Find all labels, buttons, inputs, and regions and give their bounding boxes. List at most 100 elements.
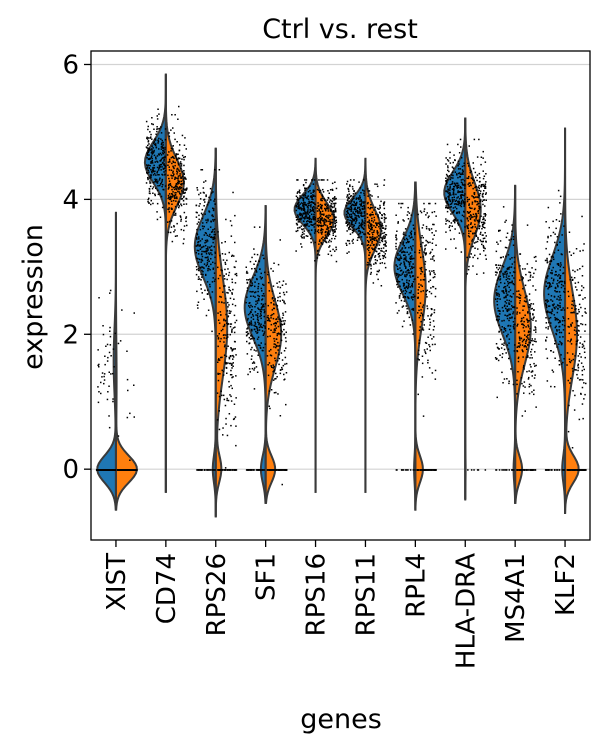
data-point [529, 276, 532, 278]
data-point [263, 295, 265, 297]
data-point [195, 216, 198, 218]
data-point [110, 469, 112, 471]
data-point [383, 237, 386, 239]
data-point [454, 228, 456, 230]
data-point [208, 235, 210, 237]
data-point [376, 230, 378, 232]
data-point [418, 309, 420, 312]
data-point [219, 373, 221, 375]
data-point [254, 291, 256, 294]
data-point [545, 285, 548, 287]
data-point [198, 245, 201, 247]
data-point [469, 207, 472, 209]
data-point [400, 274, 402, 276]
data-point [555, 270, 557, 273]
data-point [334, 220, 336, 222]
data-point [307, 213, 309, 215]
data-point [503, 328, 506, 330]
data-point [210, 192, 213, 194]
data-point [404, 275, 406, 278]
data-point [449, 187, 451, 189]
data-point [200, 169, 202, 171]
data-point [348, 197, 350, 199]
data-point [498, 295, 500, 297]
data-point [279, 318, 282, 321]
data-point [151, 160, 154, 162]
data-point [251, 309, 253, 311]
data-point [360, 192, 362, 194]
data-point [228, 357, 231, 360]
data-point [425, 269, 427, 271]
data-point [306, 223, 309, 225]
data-point [462, 232, 465, 235]
data-point [559, 336, 561, 338]
data-point [524, 334, 526, 336]
data-point [207, 267, 209, 270]
data-point [478, 193, 480, 196]
data-point [448, 195, 450, 198]
data-point [229, 469, 232, 471]
data-point [481, 225, 484, 227]
data-point [331, 182, 334, 185]
data-point [260, 326, 262, 328]
data-point [328, 239, 331, 241]
data-point [104, 355, 106, 357]
data-point [206, 289, 209, 291]
data-point [283, 293, 286, 296]
data-point [385, 234, 388, 236]
data-point [460, 200, 463, 203]
data-point [407, 282, 410, 285]
data-point [556, 304, 559, 306]
data-point [201, 255, 204, 258]
data-point [385, 241, 387, 244]
data-point [506, 247, 508, 249]
data-point [276, 308, 279, 311]
data-point [357, 210, 359, 213]
data-point [499, 354, 501, 356]
data-point [126, 378, 129, 381]
data-point [448, 226, 450, 229]
data-point [475, 189, 478, 191]
data-point [559, 202, 561, 204]
data-point [216, 419, 219, 421]
data-point [234, 214, 236, 217]
data-point [263, 309, 265, 311]
data-point [521, 323, 524, 325]
data-point [297, 219, 300, 221]
data-point [252, 315, 255, 317]
data-point [303, 203, 306, 205]
data-point [467, 162, 469, 165]
data-point [516, 346, 519, 348]
data-point [198, 258, 201, 261]
data-point [319, 215, 322, 217]
data-point [408, 235, 410, 237]
data-point [458, 172, 461, 174]
data-point [546, 311, 548, 314]
data-point [180, 180, 183, 183]
data-point [454, 217, 457, 220]
data-point [508, 278, 511, 280]
data-point [230, 224, 233, 227]
data-point [300, 225, 303, 227]
violin-half-rest [114, 212, 138, 511]
data-point [497, 278, 499, 280]
data-point [548, 321, 550, 324]
data-point [453, 210, 455, 212]
data-point [354, 203, 357, 205]
data-point [304, 225, 307, 227]
data-point [410, 214, 412, 216]
data-point [167, 221, 169, 223]
data-point [410, 297, 413, 299]
data-point [102, 333, 105, 336]
data-point [159, 193, 161, 195]
data-point [160, 169, 162, 171]
data-point [546, 261, 549, 263]
data-point [160, 138, 162, 140]
data-point [519, 339, 521, 341]
data-point [450, 177, 452, 179]
data-point [502, 256, 504, 258]
data-point [584, 393, 586, 396]
data-point [457, 165, 459, 167]
data-point [151, 149, 153, 151]
data-point [399, 270, 402, 272]
